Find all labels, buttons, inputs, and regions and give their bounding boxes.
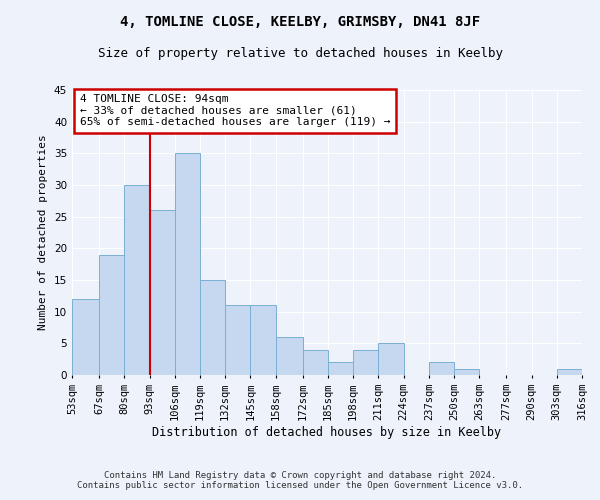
Bar xyxy=(225,306,250,375)
Bar xyxy=(379,344,404,375)
Bar xyxy=(429,362,454,375)
Bar xyxy=(72,299,99,375)
Bar xyxy=(275,337,303,375)
Text: Size of property relative to detached houses in Keelby: Size of property relative to detached ho… xyxy=(97,48,503,60)
Bar xyxy=(303,350,328,375)
Bar xyxy=(353,350,379,375)
Bar xyxy=(557,368,582,375)
Bar xyxy=(124,185,149,375)
Bar xyxy=(149,210,175,375)
X-axis label: Distribution of detached houses by size in Keelby: Distribution of detached houses by size … xyxy=(152,426,502,438)
Bar xyxy=(328,362,353,375)
Bar xyxy=(200,280,225,375)
Text: Contains HM Land Registry data © Crown copyright and database right 2024.
Contai: Contains HM Land Registry data © Crown c… xyxy=(77,470,523,490)
Bar xyxy=(250,306,275,375)
Bar xyxy=(175,154,200,375)
Text: 4, TOMLINE CLOSE, KEELBY, GRIMSBY, DN41 8JF: 4, TOMLINE CLOSE, KEELBY, GRIMSBY, DN41 … xyxy=(120,15,480,29)
Bar xyxy=(454,368,479,375)
Bar xyxy=(99,254,124,375)
Y-axis label: Number of detached properties: Number of detached properties xyxy=(38,134,49,330)
Text: 4 TOMLINE CLOSE: 94sqm
← 33% of detached houses are smaller (61)
65% of semi-det: 4 TOMLINE CLOSE: 94sqm ← 33% of detached… xyxy=(80,94,390,128)
